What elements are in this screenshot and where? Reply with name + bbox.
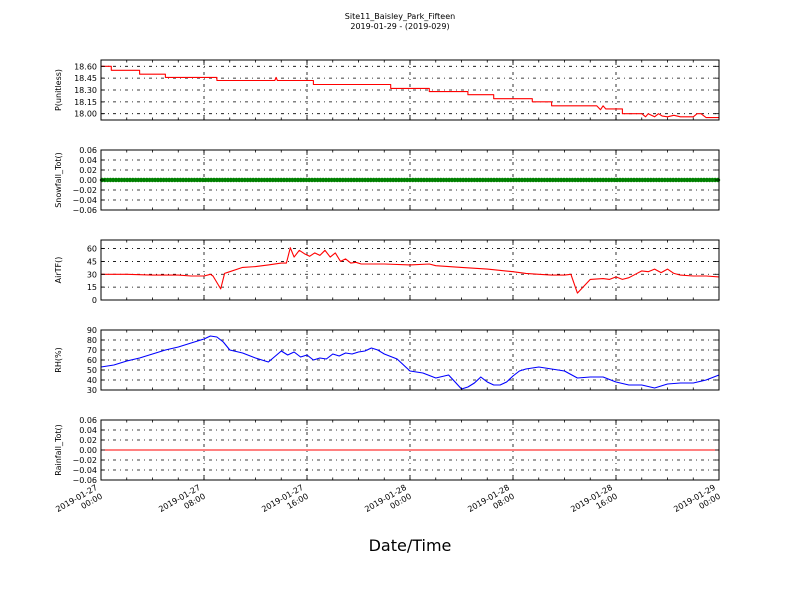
y-tick-label: 80 [87,336,97,345]
plot-frame [100,329,720,391]
y-tick-label: 0 [92,296,97,305]
y-tick-label: 90 [87,326,97,335]
chart-subtitle: 2019-01-29 - (2019-029) [350,22,449,31]
y-tick-label: −0.06 [72,206,97,215]
y-axis-label: Snowfall_Tot() [54,152,63,208]
y-tick-label: 0.02 [79,436,97,445]
y-tick-label: 18.60 [74,62,97,71]
y-tick-label: 0.00 [79,446,97,455]
y-tick-label: 18.30 [74,86,97,95]
y-tick-label: −0.04 [72,196,97,205]
y-tick-label: 18.00 [74,110,97,119]
x-tick-label: 2019-01-2700:00 [54,483,104,523]
y-tick-label: 0.04 [79,156,97,165]
y-tick-label: 0.06 [79,146,97,155]
series-line [101,65,719,119]
x-axis-tick-labels: 2019-01-2700:00 2019-01-2708:00 2019-01-27… [54,483,722,523]
y-tick-label: 0.02 [79,166,97,175]
y-axis-label: AirTF() [54,257,63,284]
x-tick-label: 2019-01-2900:00 [672,483,722,523]
y-tick-label: −0.04 [72,466,97,475]
y-tick-label: 60 [87,356,97,365]
y-tick-label: 40 [87,376,97,385]
plot-frame [100,149,720,211]
y-tick-label: −0.06 [72,476,97,485]
y-tick-label: 0.00 [79,176,97,185]
panel-5: 0.060.040.020.00−0.02−0.04−0.06 Rainfall_… [54,416,720,485]
y-tick-label: 50 [87,366,97,375]
y-tick-label: 70 [87,346,97,355]
x-tick-label: 2019-01-2716:00 [260,483,310,523]
panel-3: 60 45 30 15 0 AirTF() [54,239,720,305]
y-axis-label: P(unitless) [54,69,63,111]
y-axis-label: Rainfall_Tot() [54,424,63,476]
chart-panels: 18.60 18.45 18.30 18.15 18.00 P(unitless) 0.06… [54,59,721,485]
chart-title: Site11_Baisley_Park_Fifteen [345,12,455,21]
y-axis-label: RH(%) [54,347,63,372]
y-tick-label: 18.45 [74,74,97,83]
x-tick-label: 2019-01-2808:00 [466,483,516,523]
x-tick-label: 2019-01-2708:00 [157,483,207,523]
x-axis-label: Date/Time [369,536,452,555]
y-tick-label: 18.15 [74,98,97,107]
panel-2: 0.060.040.020.00−0.02−0.04−0.06 Snowfall_… [54,146,721,215]
y-tick-label: 30 [87,386,97,395]
plot-frame [100,419,720,481]
y-tick-label: 0.04 [79,426,97,435]
panel-1: 18.60 18.45 18.30 18.15 18.00 P(unitless) [54,59,720,121]
y-tick-label: 0.06 [79,416,97,425]
plot-frame [100,239,720,301]
y-tick-label: −0.02 [72,186,97,195]
plot-frame [100,59,720,121]
y-tick-label: 30 [87,270,97,279]
x-tick-label: 2019-01-2816:00 [569,483,619,523]
x-tick-label: 2019-01-2800:00 [363,483,413,523]
y-tick-label: −0.02 [72,456,97,465]
series-line [101,247,720,294]
y-tick-label: 60 [87,245,97,254]
y-tick-label: 45 [87,257,97,266]
series-line [100,335,720,390]
y-tick-label: 15 [87,283,97,292]
